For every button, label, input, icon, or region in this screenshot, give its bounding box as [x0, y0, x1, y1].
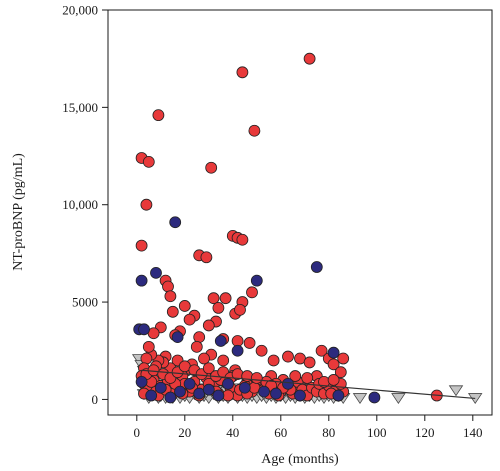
data-point-circle	[193, 331, 206, 344]
data-point-circle	[205, 161, 218, 174]
data-point-circle	[183, 313, 196, 326]
data-point-circle	[142, 155, 155, 168]
data-point-circle	[337, 352, 350, 365]
data-point-circle	[250, 274, 263, 287]
data-point-circle	[150, 266, 162, 279]
data-point-circle	[154, 381, 167, 394]
data-point-circle	[202, 383, 215, 396]
data-point-circle	[164, 391, 177, 404]
data-point-circle	[152, 109, 165, 122]
data-point-circle	[219, 292, 232, 305]
data-point-circle	[183, 377, 196, 390]
data-point-circle	[200, 251, 213, 264]
data-point-circle	[248, 124, 261, 137]
x-tick-label: 60	[274, 425, 287, 440]
x-tick-label: 20	[178, 425, 191, 440]
x-axis-title: Age (months)	[261, 452, 339, 467]
data-point-circle	[212, 389, 225, 402]
data-point-circle	[270, 387, 282, 400]
data-point-circle	[289, 370, 302, 382]
data-point-circle	[207, 292, 220, 305]
data-point-circle	[217, 354, 230, 367]
data-point-circle	[368, 391, 381, 404]
data-point-circle	[246, 286, 258, 299]
data-point-circle	[231, 344, 244, 357]
data-point-circle	[282, 350, 294, 363]
data-point-circle	[138, 323, 150, 336]
data-point-circle	[327, 346, 340, 359]
data-point-circle	[178, 300, 191, 312]
data-point-circle	[164, 290, 177, 303]
data-point-circle	[142, 340, 155, 353]
x-tick-label: 100	[367, 425, 387, 440]
data-point-circle	[145, 389, 158, 402]
data-point-circle	[303, 356, 316, 369]
data-point-circle	[140, 352, 153, 365]
data-point-circle	[202, 362, 215, 375]
plot-frame	[107, 9, 493, 416]
data-point-circle	[234, 303, 246, 316]
data-marks	[131, 52, 483, 405]
data-point-circle	[334, 366, 347, 379]
data-point-circle	[315, 344, 328, 357]
data-point-circle	[250, 372, 263, 384]
data-point-circle	[327, 374, 340, 386]
data-point-circle	[236, 66, 249, 79]
data-point-circle	[166, 305, 179, 318]
data-point-circle	[174, 385, 186, 398]
data-point-circle	[327, 358, 340, 371]
data-point-triangle	[352, 393, 368, 405]
y-tick-label: 15,000	[62, 100, 98, 115]
data-point-triangle	[391, 393, 406, 405]
data-point-circle	[140, 198, 153, 211]
data-point-circle	[243, 337, 256, 349]
y-tick-label: 20,000	[62, 3, 98, 18]
x-tick-label: 40	[226, 425, 239, 440]
data-point-circle	[236, 233, 249, 246]
data-point-circle	[162, 280, 174, 293]
data-point-circle	[255, 344, 268, 357]
x-tick-label: 0	[134, 425, 141, 440]
data-point-circle	[294, 389, 306, 402]
y-tick-label: 0	[92, 392, 99, 407]
data-point-circle	[282, 377, 294, 390]
x-axis: 0 20 40 60 80 100 120 140	[134, 415, 483, 440]
data-point-circle	[169, 216, 182, 229]
y-tick-label: 5000	[72, 295, 98, 310]
data-point-circle	[135, 239, 148, 252]
data-point-triangle	[448, 385, 464, 397]
data-point-circle	[212, 302, 225, 314]
data-point-circle	[214, 335, 227, 347]
x-tick-label: 140	[463, 425, 483, 440]
data-point-circle	[171, 331, 184, 344]
y-tick-label: 10,000	[62, 197, 98, 212]
data-point-circle	[301, 372, 314, 384]
data-point-circle	[135, 375, 148, 388]
data-point-circle	[267, 354, 280, 367]
trendline-group	[141, 369, 476, 400]
data-point-circle	[258, 385, 270, 398]
x-tick-label: 80	[322, 425, 335, 440]
data-point-circle	[198, 352, 210, 365]
data-point-circle	[303, 52, 316, 65]
data-point-circle	[222, 377, 234, 390]
y-axis-title: NT-proBNP (pg/mL)	[11, 153, 26, 271]
trendline	[141, 369, 476, 400]
x-tick-label: 120	[415, 425, 435, 440]
data-point-circle	[310, 261, 323, 273]
data-point-circle	[202, 319, 215, 332]
data-point-circle	[135, 274, 148, 287]
data-point-circle	[332, 389, 345, 402]
data-point-circle	[190, 340, 203, 353]
y-axis: 0 5000 10,000 15,000 20,000	[62, 3, 108, 407]
data-point-circle	[238, 381, 251, 394]
